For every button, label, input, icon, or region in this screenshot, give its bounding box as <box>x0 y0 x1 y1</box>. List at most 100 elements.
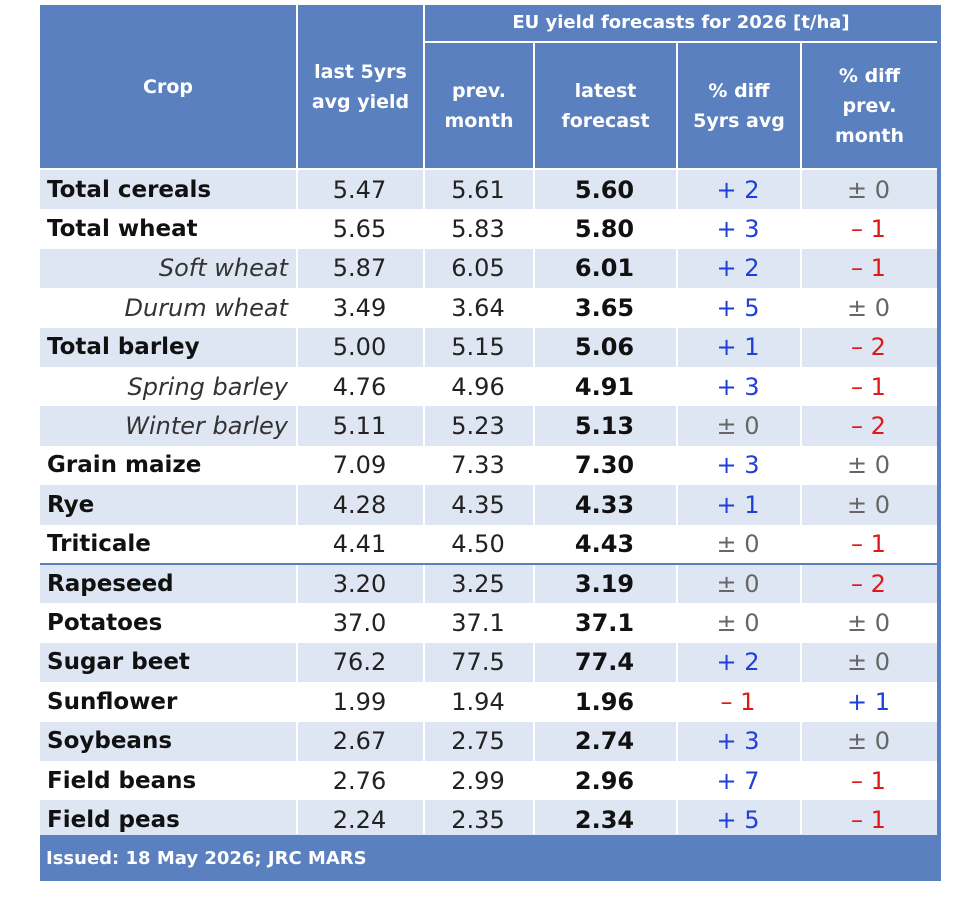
header-group-title: EU yield forecasts for 2026 [t/ha] <box>512 12 850 33</box>
latest-forecast: 5.06 <box>574 333 635 362</box>
prev-month-value: 37.1 <box>451 609 505 638</box>
table-right-border <box>937 5 941 881</box>
diff-prev-month: – 1 <box>851 766 886 795</box>
last-5yrs-avg: 7.09 <box>332 451 387 480</box>
diff-5yrs-avg: – 1 <box>720 687 756 716</box>
prev-month-value: 7.33 <box>451 451 505 480</box>
diff-prev-month: – 1 <box>851 215 886 244</box>
header-latest: latest forecast <box>535 43 676 168</box>
crop-name: Field beans <box>47 767 197 794</box>
diff-5yrs-avg: + 7 <box>716 766 760 795</box>
table-row: Total wheat 5.65 5.83 5.80 + 3 – 1 <box>40 209 937 248</box>
diff-prev-month: + 1 <box>846 687 890 716</box>
latest-forecast: 3.65 <box>574 293 635 322</box>
header-diff-prev-label: % diff prev. month <box>835 64 904 147</box>
section-divider <box>40 563 937 565</box>
diff-prev-month: ± 0 <box>846 490 890 519</box>
table-row: Spring barley 4.76 4.96 4.91 + 3 – 1 <box>40 367 937 406</box>
diff-5yrs-avg: ± 0 <box>716 609 760 638</box>
latest-forecast: 2.34 <box>574 806 635 835</box>
table-row: Soft wheat 5.87 6.05 6.01 + 2 – 1 <box>40 248 937 289</box>
diff-prev-month: ± 0 <box>846 648 890 677</box>
last-5yrs-avg: 4.76 <box>332 372 387 401</box>
last-5yrs-avg: 2.76 <box>332 766 387 795</box>
last-5yrs-avg: 2.24 <box>332 806 387 835</box>
prev-month-value: 2.35 <box>451 806 505 835</box>
latest-forecast: 4.33 <box>574 490 635 519</box>
diff-prev-month: – 2 <box>851 569 886 598</box>
diff-5yrs-avg: + 5 <box>716 293 760 322</box>
crop-name: Rapeseed <box>47 570 174 597</box>
last-5yrs-avg: 4.41 <box>332 530 387 559</box>
latest-forecast: 7.30 <box>574 451 635 480</box>
latest-forecast: 2.74 <box>574 727 635 756</box>
diff-5yrs-avg: + 3 <box>716 451 760 480</box>
header-crop: Crop <box>40 5 296 168</box>
crop-name: Soybeans <box>47 728 173 755</box>
diff-prev-month: ± 0 <box>846 609 890 638</box>
latest-forecast: 1.96 <box>574 687 635 716</box>
header-crop-label: Crop <box>143 75 193 98</box>
last-5yrs-avg: 3.49 <box>332 293 387 322</box>
latest-forecast: 6.01 <box>574 254 635 283</box>
crop-name: Sunflower <box>47 688 178 715</box>
table-row: Durum wheat 3.49 3.64 3.65 + 5 ± 0 <box>40 288 937 327</box>
latest-forecast: 5.60 <box>574 175 635 204</box>
header-prev-month-label: prev. month <box>444 79 514 132</box>
diff-5yrs-avg: + 1 <box>716 333 760 362</box>
last-5yrs-avg: 5.00 <box>332 333 387 362</box>
column-divider <box>296 170 298 834</box>
table-row: Winter barley 5.11 5.23 5.13 ± 0 – 2 <box>40 406 937 446</box>
prev-month-value: 2.99 <box>451 766 505 795</box>
crop-name: Field peas <box>47 807 180 834</box>
latest-forecast: 3.19 <box>574 569 635 598</box>
latest-forecast: 5.80 <box>574 215 635 244</box>
prev-month-value: 6.05 <box>451 254 505 283</box>
crop-name: Sugar beet <box>47 649 190 676</box>
last-5yrs-avg: 2.67 <box>332 727 387 756</box>
header-latest-label: latest forecast <box>561 79 650 132</box>
latest-forecast: 5.13 <box>574 412 635 441</box>
crop-name: Spring barley <box>127 372 288 401</box>
column-divider <box>676 170 678 834</box>
header-last5: last 5yrs avg yield <box>298 5 423 168</box>
footer-text: Issued: 18 May 2026; JRC MARS <box>46 847 367 869</box>
header-diff-5yrs-label: % diff 5yrs avg <box>693 79 785 132</box>
table-row: Sugar beet 76.2 77.5 77.4 + 2 ± 0 <box>40 642 937 683</box>
diff-prev-month: ± 0 <box>846 293 890 322</box>
latest-forecast: 4.91 <box>574 372 635 401</box>
latest-forecast: 77.4 <box>574 648 635 677</box>
last-5yrs-avg: 1.99 <box>332 687 387 716</box>
diff-prev-month: – 2 <box>851 333 886 362</box>
prev-month-value: 4.96 <box>451 372 505 401</box>
diff-5yrs-avg: + 1 <box>716 490 760 519</box>
latest-forecast: 2.96 <box>574 766 635 795</box>
diff-5yrs-avg: ± 0 <box>716 412 760 441</box>
diff-prev-month: ± 0 <box>846 451 890 480</box>
header-last5-label: last 5yrs avg yield <box>311 60 410 113</box>
crop-name: Grain maize <box>47 452 202 479</box>
crop-name: Potatoes <box>47 610 163 637</box>
diff-prev-month: ± 0 <box>846 175 890 204</box>
last-5yrs-avg: 3.20 <box>332 569 387 598</box>
diff-5yrs-avg: + 3 <box>716 215 760 244</box>
diff-prev-month: – 1 <box>851 372 886 401</box>
prev-month-value: 4.50 <box>451 530 505 559</box>
last-5yrs-avg: 5.47 <box>332 175 387 204</box>
crop-name: Rye <box>47 491 95 518</box>
diff-5yrs-avg: + 3 <box>716 372 760 401</box>
diff-5yrs-avg: + 2 <box>716 175 760 204</box>
header-group: EU yield forecasts for 2026 [t/ha] <box>425 5 937 41</box>
table-row: Rye 4.28 4.35 4.33 + 1 ± 0 <box>40 485 937 525</box>
table-row: Rapeseed 3.20 3.25 3.19 ± 0 – 2 <box>40 564 937 604</box>
latest-forecast: 4.43 <box>574 530 635 559</box>
prev-month-value: 4.35 <box>451 490 505 519</box>
diff-prev-month: – 2 <box>851 412 886 441</box>
last-5yrs-avg: 5.87 <box>332 254 387 283</box>
table-row: Sunflower 1.99 1.94 1.96 – 1 + 1 <box>40 682 937 721</box>
table-row: Field beans 2.76 2.99 2.96 + 7 – 1 <box>40 761 937 800</box>
diff-5yrs-avg: + 2 <box>716 254 760 283</box>
table-row: Potatoes 37.0 37.1 37.1 ± 0 ± 0 <box>40 603 937 642</box>
yield-forecast-table: Crop last 5yrs avg yield EU yield foreca… <box>40 5 941 881</box>
diff-prev-month: – 1 <box>851 530 886 559</box>
